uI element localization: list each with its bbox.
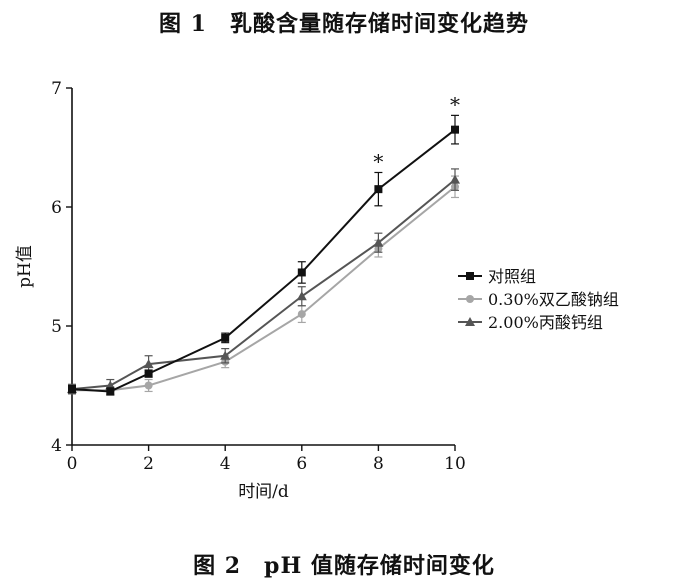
y-tick-label: 5 bbox=[51, 317, 62, 337]
data-point bbox=[373, 237, 384, 247]
data-point bbox=[106, 387, 115, 396]
y-tick-label: 7 bbox=[51, 79, 62, 99]
x-tick-label: 0 bbox=[67, 454, 78, 474]
data-point bbox=[451, 125, 459, 134]
significance-asterisk: * bbox=[450, 92, 460, 116]
legend-label: 0.30%双乙酸钠组 bbox=[488, 290, 619, 309]
data-point bbox=[296, 291, 307, 301]
data-point bbox=[297, 310, 306, 319]
x-tick-label: 8 bbox=[373, 454, 384, 474]
data-point bbox=[221, 333, 230, 342]
x-axis-label: 时间/d bbox=[238, 482, 289, 502]
figure-1-caption: 图 1 乳酸含量随存储时间变化趋势 bbox=[159, 11, 529, 37]
x-tick-label: 2 bbox=[143, 454, 154, 474]
data-point bbox=[450, 174, 460, 184]
data-point bbox=[143, 359, 154, 369]
x-tick-label: 6 bbox=[296, 454, 307, 474]
data-point bbox=[105, 380, 116, 390]
series-line bbox=[71, 128, 456, 393]
legend-marker bbox=[465, 317, 475, 326]
figure-2-caption: 图 2 pH 值随存储时间变化 bbox=[193, 553, 495, 579]
y-tick-label: 6 bbox=[51, 198, 62, 218]
data-point bbox=[68, 385, 76, 394]
data-point bbox=[144, 369, 153, 378]
series-line bbox=[72, 185, 456, 392]
x-tick-label: 10 bbox=[444, 454, 466, 474]
data-point bbox=[297, 268, 306, 277]
legend-label: 2.00%丙酸钙组 bbox=[488, 313, 603, 332]
data-point bbox=[144, 381, 153, 390]
data-point bbox=[220, 350, 231, 360]
x-tick-label: 4 bbox=[220, 454, 231, 474]
legend-label: 对照组 bbox=[488, 267, 536, 286]
series-line bbox=[71, 178, 456, 391]
data-point bbox=[374, 185, 383, 194]
legend-marker bbox=[466, 295, 474, 303]
legend-marker bbox=[466, 272, 474, 280]
y-axis-label: pH值 bbox=[15, 245, 35, 288]
y-tick-label: 4 bbox=[51, 436, 62, 456]
significance-asterisk: * bbox=[373, 149, 383, 173]
